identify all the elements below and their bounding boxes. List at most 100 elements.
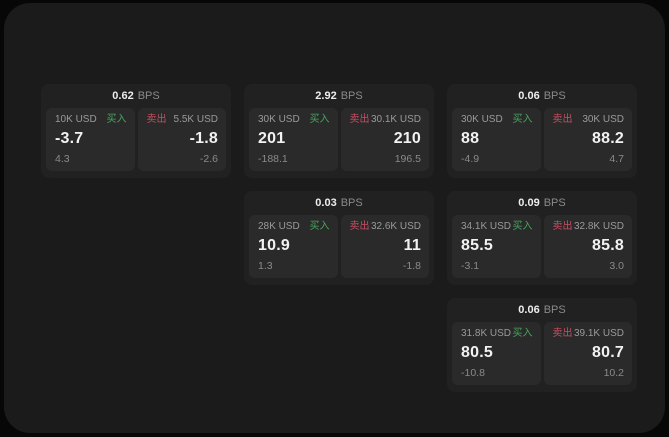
- sell-price-value: 210: [393, 130, 421, 148]
- buy-delta-value: 4.3: [55, 152, 70, 165]
- buy-delta-value: -10.8: [461, 366, 485, 379]
- sell-side-label: 卖出: [349, 221, 370, 232]
- buy-price-value: 88: [461, 130, 480, 148]
- quote-card[interactable]: 0.06 BPS 31.8K USD 买入 80.5 -10.8 卖: [447, 298, 637, 392]
- sell-panel-top: 卖出 32.8K USD: [553, 222, 625, 232]
- buy-delta-value: -188.1: [258, 152, 288, 165]
- quote-card[interactable]: 2.92 BPS 30K USD 买入 201 -188.1 卖出: [244, 84, 434, 178]
- buy-delta-value: 1.3: [258, 259, 273, 272]
- buy-price-value: 80.5: [461, 344, 493, 362]
- buy-amount-label: 31.8K USD: [461, 328, 512, 339]
- sell-panel[interactable]: 卖出 5.5K USD -1.8 -2.6: [137, 108, 226, 171]
- buy-panel-top: 31.8K USD 买入: [461, 329, 533, 339]
- quote-card[interactable]: 0.06 BPS 30K USD 买入 88 -4.9 卖出: [447, 84, 637, 178]
- buy-side-label: 买入: [106, 114, 127, 125]
- bps-header: 0.62 BPS: [41, 84, 231, 108]
- sell-side-label: 卖出: [349, 114, 370, 125]
- buy-panel-top: 10K USD 买入: [55, 115, 127, 125]
- buy-panel-top: 30K USD 买入: [461, 115, 533, 125]
- bps-header: 0.03 BPS: [244, 191, 434, 215]
- quote-card[interactable]: 0.62 BPS 10K USD 买入 -3.7 4.3 卖出: [41, 84, 231, 178]
- sell-amount-label: 30K USD: [582, 114, 624, 125]
- sell-amount-label: 30.1K USD: [370, 114, 421, 125]
- buy-amount-label: 10K USD: [55, 114, 97, 125]
- sell-amount-label: 32.8K USD: [573, 221, 624, 232]
- buy-delta-value: -3.1: [461, 259, 480, 272]
- buy-delta-value: -4.9: [461, 152, 480, 165]
- sell-delta-value: -2.6: [199, 152, 218, 165]
- buy-price-value: 85.5: [461, 237, 493, 255]
- bps-value: 0.03: [315, 196, 337, 209]
- bps-value: 0.62: [112, 89, 134, 102]
- buy-panel-top: 30K USD 买入: [258, 115, 330, 125]
- sell-side-label: 卖出: [146, 114, 167, 125]
- sell-panel[interactable]: 卖出 39.1K USD 80.7 10.2: [543, 322, 632, 385]
- bps-value: 0.06: [518, 89, 540, 102]
- sell-panel[interactable]: 卖出 30.1K USD 210 196.5: [340, 108, 429, 171]
- sell-panel[interactable]: 卖出 32.6K USD 11 -1.8: [340, 215, 429, 278]
- sell-delta-value: 10.2: [603, 366, 624, 379]
- buy-panel[interactable]: 31.8K USD 买入 80.5 -10.8: [452, 322, 541, 385]
- sell-side-label: 卖出: [552, 328, 573, 339]
- main-panel: 0.62 BPS 10K USD 买入 -3.7 4.3 卖出: [4, 3, 665, 433]
- quote-cards-grid: 0.62 BPS 10K USD 买入 -3.7 4.3 卖出: [41, 84, 637, 392]
- buy-amount-label: 30K USD: [258, 114, 300, 125]
- bps-unit-label: BPS: [340, 89, 363, 102]
- sell-delta-value: 196.5: [394, 152, 421, 165]
- buy-panel[interactable]: 28K USD 买入 10.9 1.3: [249, 215, 338, 278]
- bps-unit-label: BPS: [543, 303, 566, 316]
- sell-panel-top: 卖出 32.6K USD: [350, 222, 422, 232]
- sell-delta-value: 3.0: [609, 259, 624, 272]
- sell-panel-top: 卖出 39.1K USD: [553, 329, 625, 339]
- buy-panel-top: 28K USD 买入: [258, 222, 330, 232]
- bps-value: 2.92: [315, 89, 337, 102]
- buy-amount-label: 30K USD: [461, 114, 503, 125]
- sell-side-label: 卖出: [552, 221, 573, 232]
- buy-side-label: 买入: [512, 221, 533, 232]
- bps-header: 0.06 BPS: [447, 298, 637, 322]
- sell-amount-label: 32.6K USD: [370, 221, 421, 232]
- quote-card[interactable]: 0.09 BPS 34.1K USD 买入 85.5 -3.1 卖出: [447, 191, 637, 285]
- quote-card-body: 28K USD 买入 10.9 1.3 卖出 32.6K USD 11 -1.8: [244, 215, 434, 285]
- sell-price-value: 80.7: [592, 344, 624, 362]
- quote-card-body: 30K USD 买入 88 -4.9 卖出 30K USD 88.2 4.7: [447, 108, 637, 178]
- bps-value: 0.06: [518, 303, 540, 316]
- sell-delta-value: -1.8: [402, 259, 421, 272]
- bps-unit-label: BPS: [543, 196, 566, 209]
- sell-price-value: 88.2: [592, 130, 624, 148]
- sell-price-value: 85.8: [592, 237, 624, 255]
- sell-panel[interactable]: 卖出 30K USD 88.2 4.7: [543, 108, 632, 171]
- bps-unit-label: BPS: [137, 89, 160, 102]
- bps-header: 2.92 BPS: [244, 84, 434, 108]
- quote-card-body: 31.8K USD 买入 80.5 -10.8 卖出 39.1K USD 80.…: [447, 322, 637, 392]
- buy-price-value: 10.9: [258, 237, 290, 255]
- bps-unit-label: BPS: [543, 89, 566, 102]
- bps-header: 0.09 BPS: [447, 191, 637, 215]
- quote-card-body: 10K USD 买入 -3.7 4.3 卖出 5.5K USD -1.8 -2.…: [41, 108, 231, 178]
- buy-panel-top: 34.1K USD 买入: [461, 222, 533, 232]
- buy-amount-label: 34.1K USD: [461, 221, 512, 232]
- sell-panel[interactable]: 卖出 32.8K USD 85.8 3.0: [543, 215, 632, 278]
- quote-card-body: 34.1K USD 买入 85.5 -3.1 卖出 32.8K USD 85.8…: [447, 215, 637, 285]
- quote-card-body: 30K USD 买入 201 -188.1 卖出 30.1K USD 210 1…: [244, 108, 434, 178]
- buy-panel[interactable]: 30K USD 买入 88 -4.9: [452, 108, 541, 171]
- sell-panel-top: 卖出 30.1K USD: [350, 115, 422, 125]
- buy-side-label: 买入: [512, 114, 533, 125]
- buy-amount-label: 28K USD: [258, 221, 300, 232]
- sell-price-value: -1.8: [189, 130, 218, 148]
- quote-card[interactable]: 0.03 BPS 28K USD 买入 10.9 1.3 卖出: [244, 191, 434, 285]
- sell-amount-label: 39.1K USD: [573, 328, 624, 339]
- buy-panel[interactable]: 34.1K USD 买入 85.5 -3.1: [452, 215, 541, 278]
- bps-unit-label: BPS: [340, 196, 363, 209]
- sell-panel-top: 卖出 30K USD: [553, 115, 625, 125]
- sell-price-value: 11: [403, 237, 421, 255]
- sell-side-label: 卖出: [552, 114, 573, 125]
- buy-panel[interactable]: 30K USD 买入 201 -188.1: [249, 108, 338, 171]
- bps-value: 0.09: [518, 196, 540, 209]
- sell-panel-top: 卖出 5.5K USD: [147, 115, 219, 125]
- bps-header: 0.06 BPS: [447, 84, 637, 108]
- buy-panel[interactable]: 10K USD 买入 -3.7 4.3: [46, 108, 135, 171]
- buy-side-label: 买入: [512, 328, 533, 339]
- sell-amount-label: 5.5K USD: [173, 114, 218, 125]
- sell-delta-value: 4.7: [609, 152, 624, 165]
